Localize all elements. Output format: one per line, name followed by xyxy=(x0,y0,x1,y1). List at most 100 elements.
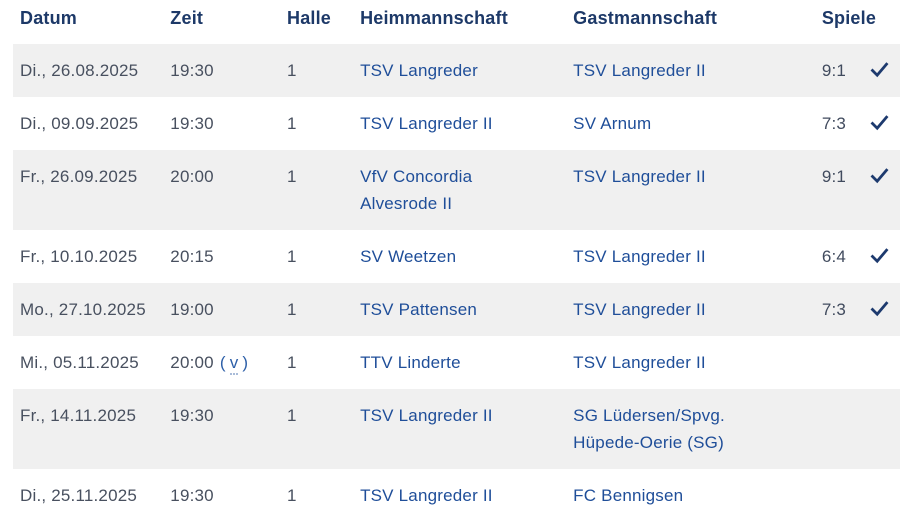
match-time-cell: 19:30 xyxy=(170,97,287,150)
match-time-cell: 20:00 (v) xyxy=(170,336,287,389)
table-row: Mo., 27.10.2025 19:00 1 TSV Pattensen TS… xyxy=(13,283,900,336)
home-team-cell: TSV Langreder II xyxy=(360,469,573,520)
match-score: 7:3 xyxy=(821,114,847,133)
match-result-cell: 9:1 xyxy=(822,150,900,230)
table-header-row: Datum Zeit Halle Heimmannschaft Gastmann… xyxy=(13,0,900,44)
match-score: 7:3 xyxy=(821,300,847,319)
check-icon xyxy=(869,247,890,266)
time-note-tooltip[interactable]: (v) xyxy=(219,353,249,375)
match-hall: 1 xyxy=(287,300,297,319)
home-team-link[interactable]: VfV Concordia Alvesrode II xyxy=(360,167,473,213)
guest-team-cell: TSV Langreder II xyxy=(573,150,822,230)
match-hall: 1 xyxy=(287,353,297,372)
match-time: 20:00 xyxy=(170,353,214,372)
guest-team-link[interactable]: TSV Langreder II xyxy=(573,247,706,266)
match-time: 19:30 xyxy=(170,61,214,80)
check-icon xyxy=(869,61,890,80)
column-header-spiele: Spiele xyxy=(821,8,877,28)
guest-team-link[interactable]: TSV Langreder II xyxy=(573,61,706,80)
match-score: 9:1 xyxy=(821,61,847,80)
check-icon xyxy=(869,167,890,186)
guest-team-cell: TSV Langreder II xyxy=(573,283,822,336)
match-time-cell: 20:15 xyxy=(170,230,287,283)
check-icon xyxy=(869,300,890,319)
column-header-halle: Halle xyxy=(287,8,332,28)
home-team-cell: TSV Langreder II xyxy=(360,389,573,469)
match-score: 9:1 xyxy=(821,167,847,186)
home-team-link[interactable]: SV Weetzen xyxy=(360,247,457,266)
time-note-close: ) xyxy=(242,353,249,372)
match-time: 19:00 xyxy=(170,300,214,319)
home-team-link[interactable]: TSV Langreder II xyxy=(360,486,493,505)
home-team-cell: TSV Langreder II xyxy=(360,97,573,150)
match-date: Fr., 14.11.2025 xyxy=(20,406,137,425)
table-row: Di., 09.09.2025 19:30 1 TSV Langreder II… xyxy=(13,97,900,150)
time-note-char: v xyxy=(229,353,239,375)
match-score: 6:4 xyxy=(821,247,847,266)
check-icon xyxy=(869,114,890,133)
match-time-cell: 20:00 xyxy=(170,150,287,230)
guest-team-link[interactable]: TSV Langreder II xyxy=(573,353,706,372)
table-body: Di., 26.08.2025 19:30 1 TSV Langreder TS… xyxy=(13,44,900,520)
home-team-link[interactable]: TTV Linderte xyxy=(360,353,461,372)
guest-team-cell: FC Bennigsen xyxy=(573,469,822,520)
column-header-gastmannschaft: Gastmannschaft xyxy=(573,8,718,28)
table-row: Fr., 26.09.2025 20:00 1 VfV Concordia Al… xyxy=(13,150,900,230)
match-date: Di., 09.09.2025 xyxy=(20,114,139,133)
guest-team-cell: TSV Langreder II xyxy=(573,336,822,389)
match-time-cell: 19:00 xyxy=(170,283,287,336)
guest-team-link[interactable]: SV Arnum xyxy=(573,114,652,133)
home-team-cell: TSV Langreder xyxy=(360,44,573,97)
guest-team-cell: SV Arnum xyxy=(573,97,822,150)
home-team-cell: VfV Concordia Alvesrode II xyxy=(360,150,573,230)
home-team-link[interactable]: TSV Langreder II xyxy=(360,114,493,133)
match-date: Di., 26.08.2025 xyxy=(20,61,139,80)
match-date: Di., 25.11.2025 xyxy=(20,486,138,505)
guest-team-link[interactable]: FC Bennigsen xyxy=(573,486,684,505)
table-row: Mi., 05.11.2025 20:00(v) 1 TTV Linderte … xyxy=(13,336,900,389)
match-result-cell: 7:3 xyxy=(822,97,900,150)
home-team-cell: SV Weetzen xyxy=(360,230,573,283)
match-hall: 1 xyxy=(287,114,297,133)
match-result-cell: 6:4 xyxy=(822,230,900,283)
match-time-cell: 19:30 xyxy=(170,389,287,469)
table-row: Fr., 10.10.2025 20:15 1 SV Weetzen TSV L… xyxy=(13,230,900,283)
home-team-link[interactable]: TSV Pattensen xyxy=(360,300,478,319)
match-result-cell xyxy=(822,389,900,469)
column-header-heimmannschaft: Heimmannschaft xyxy=(360,8,508,28)
column-header-datum: Datum xyxy=(20,8,78,28)
match-result-cell xyxy=(822,336,900,389)
table-row: Di., 26.08.2025 19:30 1 TSV Langreder TS… xyxy=(13,44,900,97)
match-hall: 1 xyxy=(287,486,297,505)
column-header-zeit: Zeit xyxy=(170,8,204,28)
time-note-open: ( xyxy=(219,353,226,372)
match-hall: 1 xyxy=(287,167,297,186)
match-result-cell: 7:3 xyxy=(822,283,900,336)
match-hall: 1 xyxy=(287,247,297,266)
guest-team-link[interactable]: TSV Langreder II xyxy=(573,167,706,186)
guest-team-cell: TSV Langreder II xyxy=(573,44,822,97)
home-team-link[interactable]: TSV Langreder II xyxy=(360,406,493,425)
match-time: 19:30 xyxy=(170,486,214,505)
match-date: Mi., 05.11.2025 xyxy=(20,353,139,372)
guest-team-cell: TSV Langreder II xyxy=(573,230,822,283)
match-hall: 1 xyxy=(287,61,297,80)
match-date: Fr., 26.09.2025 xyxy=(20,167,138,186)
schedule-table: Datum Zeit Halle Heimmannschaft Gastmann… xyxy=(13,0,900,520)
home-team-link[interactable]: TSV Langreder xyxy=(360,61,478,80)
guest-team-link[interactable]: TSV Langreder II xyxy=(573,300,706,319)
guest-team-cell: SG Lüdersen/Spvg. Hüpede-Oerie (SG) xyxy=(573,389,822,469)
table-row: Di., 25.11.2025 19:30 1 TSV Langreder II… xyxy=(13,469,900,520)
match-time: 19:30 xyxy=(170,406,214,425)
match-date: Mo., 27.10.2025 xyxy=(20,300,146,319)
match-time: 19:30 xyxy=(170,114,214,133)
match-time: 20:15 xyxy=(170,247,214,266)
table-row: Fr., 14.11.2025 19:30 1 TSV Langreder II… xyxy=(13,389,900,469)
home-team-cell: TSV Pattensen xyxy=(360,283,573,336)
guest-team-link[interactable]: SG Lüdersen/Spvg. Hüpede-Oerie (SG) xyxy=(573,406,725,452)
match-result-cell: 9:1 xyxy=(822,44,900,97)
home-team-cell: TTV Linderte xyxy=(360,336,573,389)
match-time: 20:00 xyxy=(170,167,214,186)
match-result-cell xyxy=(822,469,900,520)
